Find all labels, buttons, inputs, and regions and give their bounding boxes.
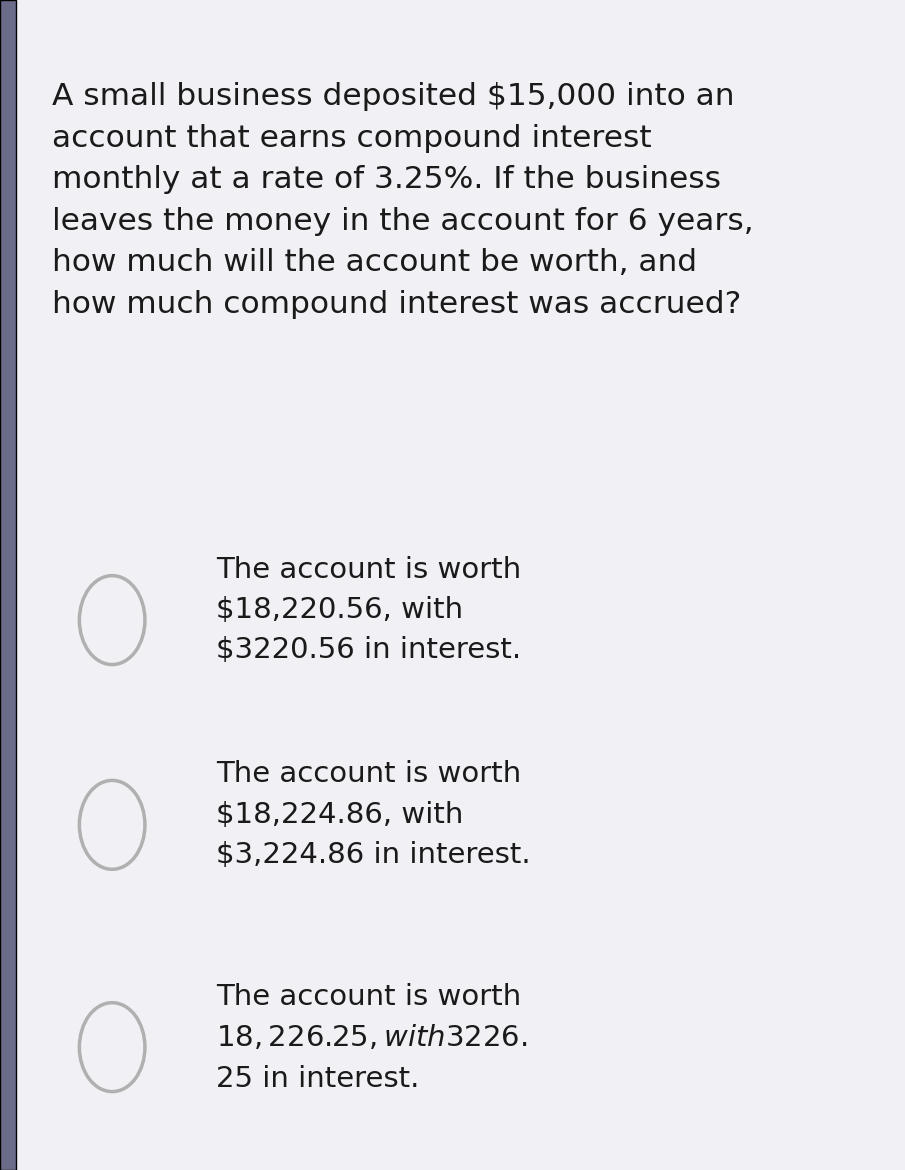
Circle shape	[80, 780, 145, 869]
FancyBboxPatch shape	[0, 0, 15, 1170]
Text: The account is worth
$18,224.86, with
$3,224.86 in interest.: The account is worth $18,224.86, with $3…	[215, 760, 530, 868]
Circle shape	[80, 1003, 145, 1092]
Circle shape	[80, 576, 145, 665]
Text: The account is worth
$18,220.56, with
$3220.56 in interest.: The account is worth $18,220.56, with $3…	[215, 556, 521, 663]
Text: The account is worth
$18,226.25, with $3226.
25 in interest.: The account is worth $18,226.25, with $3…	[215, 983, 527, 1093]
Text: A small business deposited $15,000 into an
account that earns compound interest
: A small business deposited $15,000 into …	[52, 82, 753, 319]
